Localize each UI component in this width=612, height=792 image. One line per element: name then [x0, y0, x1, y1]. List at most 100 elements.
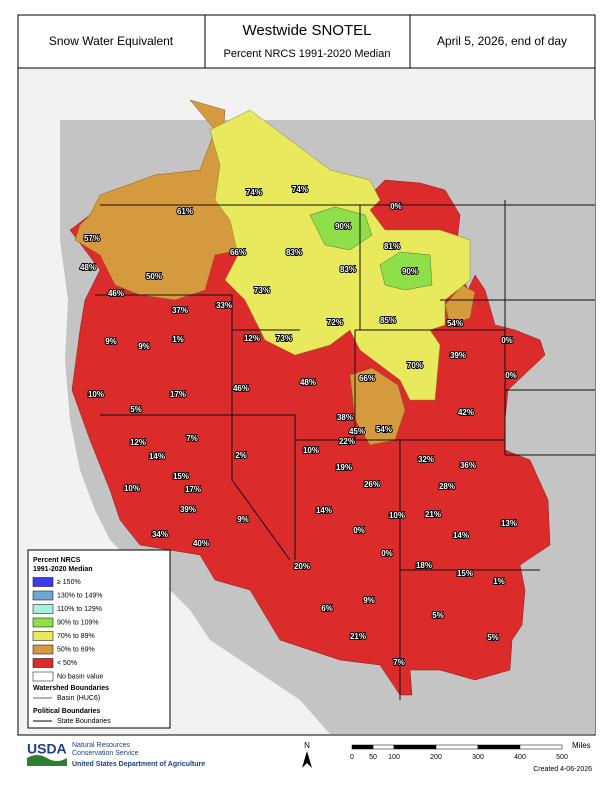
legend-heading: Political Boundaries — [33, 708, 100, 715]
legend-label: 110% to 129% — [57, 606, 102, 613]
scale-tick-label: 0 — [350, 754, 354, 761]
basin-percent: 38% — [337, 413, 353, 422]
north-label: N — [304, 741, 310, 750]
agency: Conservation Service — [72, 750, 139, 757]
scale-segment — [519, 744, 563, 750]
basin-percent: 37% — [172, 306, 188, 315]
basin-percent: 18% — [416, 561, 432, 570]
basin-percent: 5% — [487, 633, 499, 642]
basin-percent: 61% — [177, 207, 193, 216]
legend-title: Percent NRCS — [33, 557, 81, 564]
basin-percent: 34% — [152, 530, 168, 539]
scale-tick-label: 50 — [369, 754, 377, 761]
basins-90-109 — [309, 206, 373, 251]
header-date: April 5, 2026, end of day — [437, 34, 567, 48]
legend-swatch — [32, 658, 54, 668]
basin-percent: 46% — [108, 289, 124, 298]
header-title: Westwide SNOTEL — [243, 22, 372, 39]
basin-percent: 9% — [237, 515, 249, 524]
basin-percent: 39% — [180, 505, 196, 514]
basin-percent: 73% — [276, 334, 292, 343]
basin-percent: 2% — [235, 451, 247, 460]
basin-percent: 13% — [501, 519, 517, 528]
basin-percent: 9% — [105, 337, 117, 346]
basin-percent: 70% — [407, 361, 423, 370]
legend-heading: Watershed Boundaries — [33, 685, 109, 692]
basin-percent: 21% — [350, 632, 366, 641]
scale-tick-label: 300 — [472, 754, 484, 761]
scale-segment — [477, 744, 521, 750]
scale-tick-label: 400 — [514, 754, 526, 761]
scale-segment — [435, 744, 479, 750]
basin-percent: 42% — [458, 408, 474, 417]
basin-percent: 26% — [364, 480, 380, 489]
basin-percent: 0% — [381, 549, 393, 558]
basin-percent: 46% — [233, 384, 249, 393]
basin-percent: 20% — [294, 562, 310, 571]
basin-percent: 83% — [340, 265, 356, 274]
basin-percent: 12% — [130, 438, 146, 447]
basin-percent: 6% — [321, 604, 333, 613]
basin-percent: 14% — [149, 452, 165, 461]
basin-percent: 17% — [170, 390, 186, 399]
scale-tick-label: 100 — [388, 754, 400, 761]
basin-percent: 17% — [185, 485, 201, 494]
basin-percent: 45% — [349, 427, 365, 436]
basin-percent: 19% — [336, 463, 352, 472]
basin-percent: 21% — [425, 510, 441, 519]
legend-swatch — [32, 671, 54, 682]
basins-90-109 — [379, 251, 433, 291]
scale-segment — [351, 744, 374, 750]
legend-swatch — [32, 644, 54, 655]
basin-percent: 54% — [447, 319, 463, 328]
basin-percent: 15% — [173, 472, 189, 481]
scale-unit: Miles — [572, 741, 591, 750]
scale-tick-label: 500 — [556, 754, 568, 761]
legend-label: 130% to 149% — [57, 592, 103, 599]
basin-percent: 90% — [335, 222, 351, 231]
basin-percent: 10% — [124, 484, 140, 493]
basins-70-89 — [209, 109, 471, 401]
usda-logo: USDA — [27, 741, 67, 757]
basin-percent: 5% — [130, 405, 142, 414]
basin-percent: 14% — [453, 531, 469, 540]
basin-percent: 1% — [493, 577, 505, 586]
basin-percent: 50% — [146, 272, 162, 281]
basin-percent: 48% — [80, 263, 96, 272]
basin-percent: 9% — [363, 596, 375, 605]
scale-segment — [372, 744, 395, 750]
basin-percent: 0% — [390, 202, 402, 211]
basin-percent: 57% — [84, 234, 100, 243]
agency: Natural Resources — [72, 742, 130, 749]
basin-percent: 5% — [432, 611, 444, 620]
legend-swatch — [32, 631, 54, 641]
legend-label: < 50% — [57, 660, 77, 667]
basin-percent: 0% — [353, 526, 365, 535]
basin-percent: 9% — [138, 342, 150, 351]
scale-segment — [393, 744, 437, 750]
basin-percent: 33% — [216, 301, 232, 310]
legend-title: 1991-2020 Median — [33, 566, 93, 573]
basin-percent: 0% — [501, 336, 513, 345]
basin-percent: 12% — [244, 334, 260, 343]
basin-percent: 66% — [359, 374, 375, 383]
basin-percent: 39% — [450, 351, 466, 360]
basin-percent: 72% — [327, 318, 343, 327]
legend-label: State Boundaries — [57, 718, 111, 725]
basin-percent: 10% — [88, 390, 104, 399]
north-arrow — [302, 751, 312, 768]
basin-percent: 54% — [376, 425, 392, 434]
state-boundaries — [95, 200, 595, 700]
basin-percent: 0% — [505, 371, 517, 380]
basin-percent: 22% — [339, 437, 355, 446]
basin-percent: 85% — [380, 316, 396, 325]
basin-percent: 66% — [230, 248, 246, 257]
legend-swatch — [32, 590, 54, 601]
header-left: Snow Water Equivalent — [49, 34, 174, 48]
basin-percent: 74% — [292, 185, 308, 194]
basin-percent: 40% — [193, 539, 209, 548]
basin-percent: 73% — [254, 286, 270, 295]
basin-percent: 10% — [303, 446, 319, 455]
